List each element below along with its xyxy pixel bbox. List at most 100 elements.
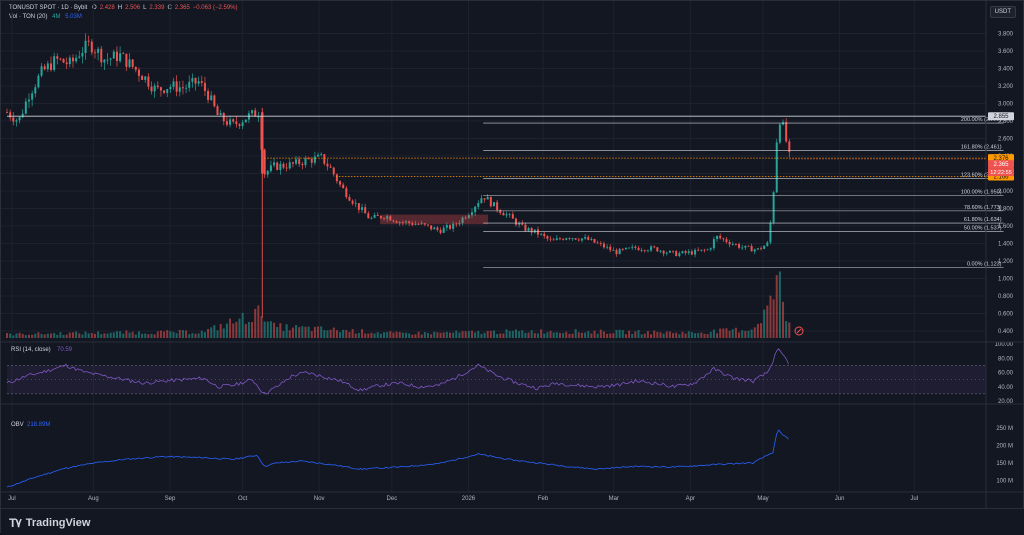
candle[interactable] xyxy=(653,246,656,248)
candle[interactable] xyxy=(304,158,307,166)
time-tick-label[interactable]: Apr xyxy=(686,496,695,502)
candle[interactable] xyxy=(188,81,191,88)
candle[interactable] xyxy=(141,75,144,80)
candle[interactable] xyxy=(31,93,34,100)
candle[interactable] xyxy=(100,48,103,63)
candle[interactable] xyxy=(580,238,583,241)
candle[interactable] xyxy=(543,233,546,237)
candle[interactable] xyxy=(552,239,555,241)
candle[interactable] xyxy=(12,117,15,122)
price-axis[interactable]: 3.8003.6003.4003.2003.0002.8002.6002.400… xyxy=(988,32,1014,336)
candle[interactable] xyxy=(307,158,310,160)
price-tick-label[interactable]: 1.000 xyxy=(998,277,1014,283)
candle[interactable] xyxy=(288,162,291,169)
candle[interactable] xyxy=(398,222,401,223)
candle[interactable] xyxy=(738,244,741,248)
candle[interactable] xyxy=(332,167,335,175)
candle[interactable] xyxy=(606,246,609,248)
rsi-line[interactable] xyxy=(6,348,789,395)
candle[interactable] xyxy=(775,142,778,193)
price-tick-label[interactable]: 3.200 xyxy=(998,84,1014,90)
candle[interactable] xyxy=(137,69,140,76)
candle[interactable] xyxy=(317,154,320,157)
candle[interactable] xyxy=(719,235,722,239)
candle[interactable] xyxy=(207,90,210,100)
candle[interactable] xyxy=(376,214,379,217)
candle[interactable] xyxy=(244,119,247,123)
countdown-label[interactable]: 12:22:55 xyxy=(990,170,1011,176)
replay-icon[interactable] xyxy=(794,326,804,336)
candle[interactable] xyxy=(562,239,565,240)
candle[interactable] xyxy=(194,77,197,84)
candle[interactable] xyxy=(53,56,56,71)
candle[interactable] xyxy=(169,86,172,90)
candle[interactable] xyxy=(357,203,360,210)
candle[interactable] xyxy=(577,239,580,241)
candle[interactable] xyxy=(84,40,87,54)
rsi-tick-label[interactable]: 100.00 xyxy=(995,342,1014,348)
candle[interactable] xyxy=(697,249,700,251)
candle[interactable] xyxy=(417,223,420,225)
candle[interactable] xyxy=(712,239,715,249)
candle[interactable] xyxy=(590,238,593,240)
time-tick-label[interactable]: Feb xyxy=(538,496,549,502)
candle[interactable] xyxy=(156,85,159,88)
candle[interactable] xyxy=(448,225,451,229)
candle[interactable] xyxy=(530,228,533,233)
obv-pane[interactable]: 250 M 200 M 150 M 100 M xyxy=(6,426,1013,488)
candle[interactable] xyxy=(310,158,313,163)
candle[interactable] xyxy=(618,248,621,255)
candle[interactable] xyxy=(624,247,627,250)
candle[interactable] xyxy=(741,247,744,249)
time-tick-label[interactable]: Sep xyxy=(165,496,176,502)
candle[interactable] xyxy=(470,212,473,216)
candle[interactable] xyxy=(203,82,206,91)
candle[interactable] xyxy=(716,235,719,240)
candle[interactable] xyxy=(222,113,225,122)
candle[interactable] xyxy=(257,116,260,118)
candle[interactable] xyxy=(725,239,728,243)
candle[interactable] xyxy=(112,51,115,59)
candle[interactable] xyxy=(81,53,84,57)
candle[interactable] xyxy=(568,238,571,239)
candle[interactable] xyxy=(49,63,52,71)
candle[interactable] xyxy=(37,75,40,88)
candle[interactable] xyxy=(122,53,125,55)
candle[interactable] xyxy=(536,229,539,235)
candle[interactable] xyxy=(511,214,514,219)
candle[interactable] xyxy=(185,87,188,89)
candle[interactable] xyxy=(571,238,574,240)
candle[interactable] xyxy=(467,215,470,219)
candle[interactable] xyxy=(722,238,725,240)
candle[interactable] xyxy=(115,51,118,62)
candles[interactable] xyxy=(6,33,791,318)
obv-tick-label[interactable]: 150 M xyxy=(996,461,1013,467)
price-tick-label[interactable]: 2.800 xyxy=(998,119,1014,125)
countdown-tag[interactable] xyxy=(988,168,1014,177)
candle[interactable] xyxy=(690,251,693,255)
candle[interactable] xyxy=(93,52,96,54)
time-tick-label[interactable]: Nov xyxy=(314,496,325,502)
candle[interactable] xyxy=(263,149,266,175)
candle[interactable] xyxy=(241,122,244,126)
candle[interactable] xyxy=(596,242,599,244)
candle[interactable] xyxy=(197,81,200,84)
price-tick-label[interactable]: 1.800 xyxy=(998,207,1014,213)
candle[interactable] xyxy=(298,159,301,165)
candle[interactable] xyxy=(480,198,483,204)
candle[interactable] xyxy=(637,248,640,251)
candle[interactable] xyxy=(326,163,329,167)
candle[interactable] xyxy=(216,106,219,116)
candle[interactable] xyxy=(276,162,279,170)
candle[interactable] xyxy=(329,166,332,168)
price-tick-label[interactable]: 1.200 xyxy=(998,259,1014,265)
candle[interactable] xyxy=(78,56,81,58)
candle[interactable] xyxy=(785,122,788,142)
candle[interactable] xyxy=(766,242,769,246)
candle[interactable] xyxy=(90,41,93,53)
candle[interactable] xyxy=(109,58,112,60)
candle[interactable] xyxy=(769,222,772,243)
candle[interactable] xyxy=(367,213,370,219)
time-tick-label[interactable]: Jul xyxy=(8,496,16,502)
candle[interactable] xyxy=(646,250,649,252)
